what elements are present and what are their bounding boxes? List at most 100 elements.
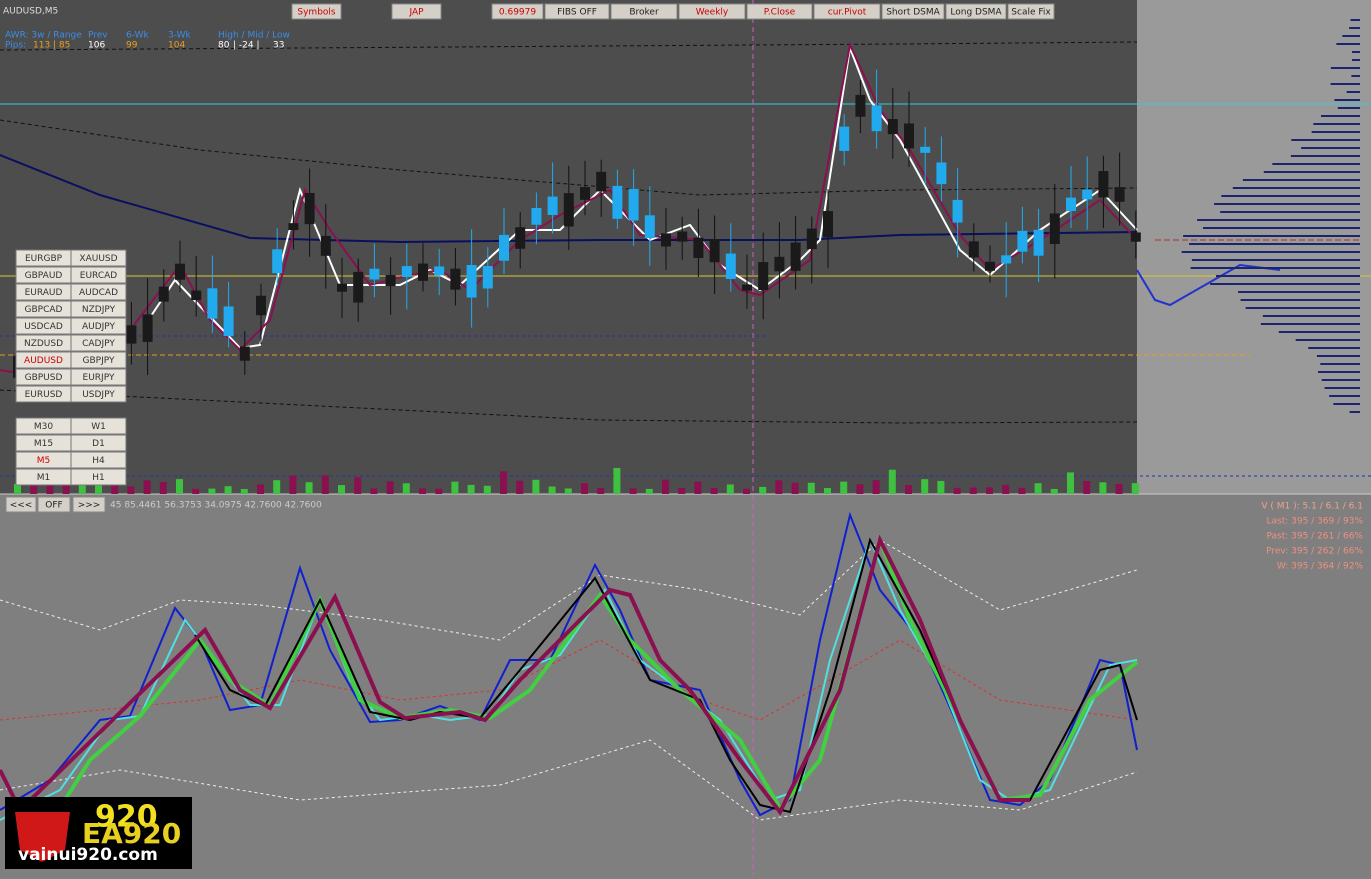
symbol-label: GBPUSD — [25, 373, 63, 383]
symbol-button[interactable]: GBPCAD — [15, 300, 72, 318]
volume-bar — [1034, 483, 1042, 494]
stat-line: Last: 395 / 369 / 93% — [1266, 517, 1363, 527]
volume-bar — [321, 475, 329, 494]
button-label: Long DSMA — [950, 8, 1002, 18]
candle-body — [515, 227, 526, 249]
candle-body — [709, 239, 720, 263]
symbol-button[interactable]: EURGBP — [15, 249, 72, 267]
toolbar-button[interactable]: JAP — [391, 3, 442, 20]
toolbar-button[interactable]: cur.Pivot — [813, 3, 881, 20]
candle-body — [304, 193, 315, 225]
symbol-button[interactable]: GBPJPY — [70, 351, 127, 369]
toolbar-button[interactable]: P.Close — [746, 3, 813, 20]
stat-line: Past: 395 / 261 / 66% — [1266, 532, 1363, 542]
symbol-button[interactable]: USDCAD — [15, 317, 72, 335]
candle-body — [985, 261, 995, 271]
candle-body — [871, 105, 882, 132]
toolbar-button[interactable]: Weekly — [678, 3, 746, 20]
symbol-button[interactable]: EURJPY — [70, 368, 127, 386]
volume-bar — [597, 488, 605, 494]
toolbar-button[interactable]: Long DSMA — [945, 3, 1007, 20]
volume-bar — [969, 487, 977, 494]
timeframe-button[interactable]: M5 — [15, 451, 72, 469]
symbol-label: AUDUSD,M5 — [3, 7, 58, 17]
candle-body — [239, 346, 250, 361]
symbol-button[interactable]: EURUSD — [15, 385, 72, 403]
info-label: 3-Wk — [168, 31, 192, 41]
stat-line: W: 395 / 364 / 92% — [1277, 562, 1364, 572]
volume-bar — [159, 482, 167, 494]
candle-body — [482, 266, 493, 289]
symbol-button[interactable]: EURCAD — [70, 266, 127, 284]
volume-bar — [937, 480, 945, 494]
symbol-button[interactable]: NZDUSD — [15, 334, 72, 352]
nav-button[interactable]: OFF — [37, 496, 71, 513]
volume-bars — [14, 467, 1139, 494]
button-face — [544, 3, 610, 20]
info-label: High / Mid / Low — [218, 31, 290, 41]
volume-bar — [791, 482, 799, 494]
timeframe-button[interactable]: H4 — [70, 451, 127, 469]
button-face — [72, 496, 106, 513]
candle-body — [839, 126, 850, 151]
symbol-button[interactable]: AUDUSD — [15, 351, 72, 369]
timeframe-label: D1 — [92, 439, 105, 449]
candle-body — [1001, 255, 1012, 264]
volume-bar — [257, 484, 264, 494]
toolbar-button[interactable]: Symbols — [291, 3, 342, 20]
volume-bar — [759, 486, 767, 494]
button-label: Scale Fix — [1011, 8, 1051, 18]
nav-label: OFF — [45, 501, 62, 511]
symbol-button[interactable]: AUDJPY — [70, 317, 127, 335]
candle-body — [1066, 197, 1076, 212]
toolbar-button[interactable]: Broker — [610, 3, 678, 20]
stat-line: V ( M1 ): 5.1 / 6.1 / 6.1 — [1261, 502, 1363, 512]
volume-bar — [143, 480, 151, 494]
timeframe-button[interactable]: D1 — [70, 434, 127, 452]
button-face — [70, 283, 127, 301]
volume-bar — [1002, 484, 1010, 494]
candle-body — [742, 284, 752, 291]
candle-body — [1082, 189, 1093, 200]
button-label: Broker — [629, 8, 659, 18]
symbol-button[interactable]: CADJPY — [70, 334, 127, 352]
candle-body — [920, 146, 931, 153]
symbol-button[interactable]: GBPAUD — [15, 266, 72, 284]
volume-bar — [273, 480, 281, 494]
volume-bar — [1067, 472, 1074, 494]
symbol-button[interactable]: GBPUSD — [15, 368, 72, 386]
candle-body — [677, 231, 688, 242]
symbol-button[interactable]: AUDCAD — [70, 283, 127, 301]
candle-body — [126, 325, 137, 344]
timeframe-button[interactable]: M15 — [15, 434, 72, 452]
toolbar-button[interactable]: FIBS OFF — [544, 3, 610, 20]
button-face — [70, 434, 127, 452]
candle-body — [612, 185, 623, 219]
volume-bar — [824, 488, 831, 494]
candle-body — [936, 162, 947, 185]
symbol-button[interactable]: XAUUSD — [70, 249, 127, 267]
candle-body — [353, 271, 364, 303]
symbol-button[interactable]: NZDJPY — [70, 300, 127, 318]
volume-bar — [95, 481, 102, 494]
timeframe-button[interactable]: M1 — [15, 468, 72, 486]
button-face — [70, 468, 127, 486]
toolbar-button[interactable]: 0.69979 — [491, 3, 544, 20]
symbol-button[interactable]: EURAUD — [15, 283, 72, 301]
timeframe-button[interactable]: H1 — [70, 468, 127, 486]
toolbar-button[interactable]: Short DSMA — [881, 3, 945, 20]
logo-brand: EA920 — [82, 817, 181, 850]
volume-bar — [1018, 487, 1026, 494]
symbol-button[interactable]: USDJPY — [70, 385, 127, 403]
timeframe-button[interactable]: M30 — [15, 417, 72, 435]
timeframe-button[interactable]: W1 — [70, 417, 127, 435]
button-label: Weekly — [696, 8, 729, 18]
volume-bar — [1099, 482, 1107, 494]
nav-button[interactable]: <<< — [5, 496, 37, 513]
button-label: Short DSMA — [886, 8, 940, 18]
toolbar-button[interactable]: Scale Fix — [1007, 3, 1055, 20]
volume-bar — [451, 481, 459, 494]
volume-bar — [694, 481, 702, 494]
nav-button[interactable]: >>> — [72, 496, 106, 513]
candle-body — [450, 268, 461, 290]
